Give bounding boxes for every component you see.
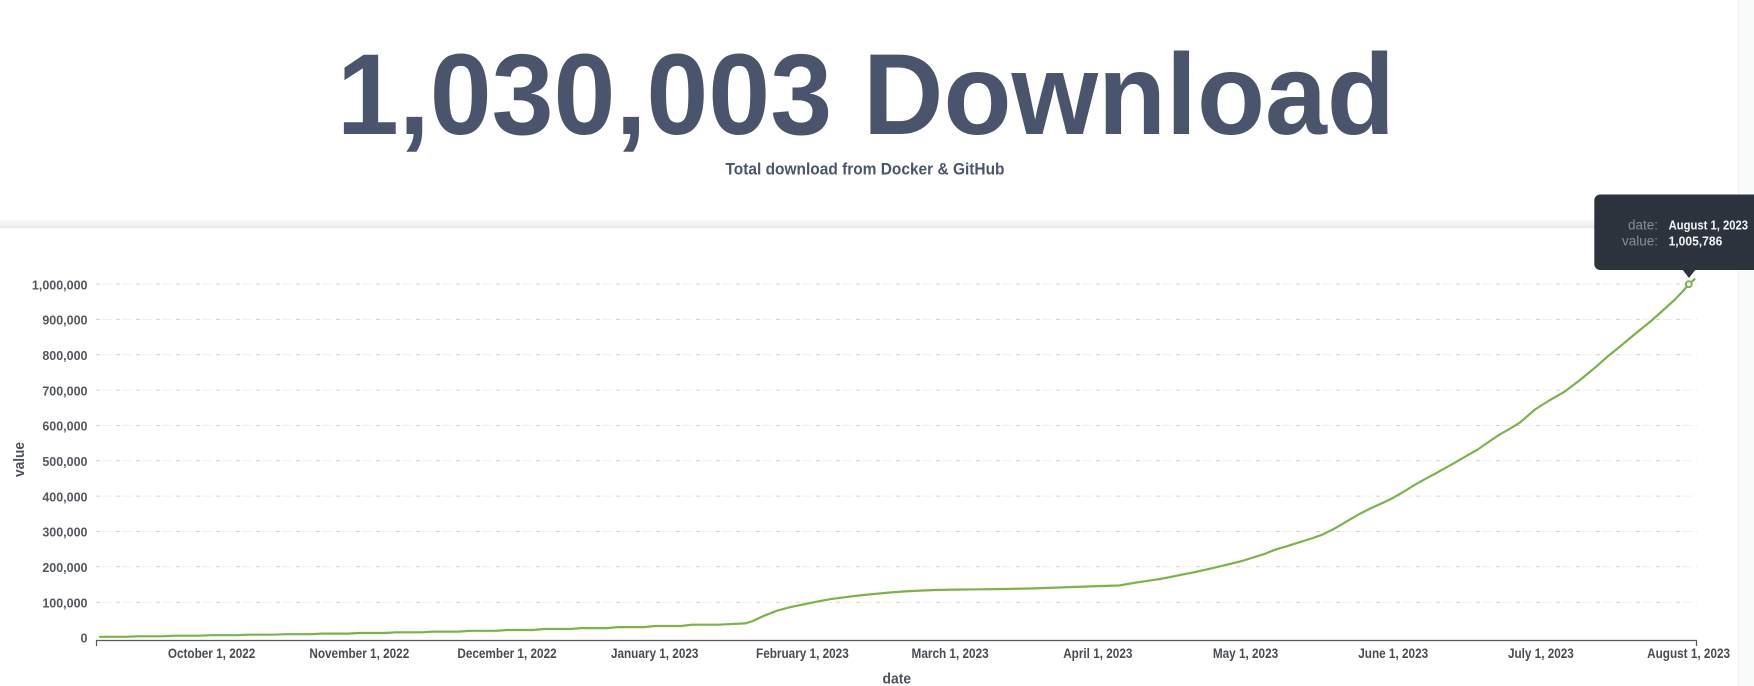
svg-text:800,000: 800,000 [42, 349, 87, 363]
svg-text:value: value [11, 442, 28, 477]
svg-text:November 1, 2022: November 1, 2022 [309, 646, 409, 662]
svg-text:1,005,786: 1,005,786 [1669, 233, 1723, 248]
svg-text:February 1, 2023: February 1, 2023 [756, 646, 849, 662]
svg-text:Total download from Docker & G: Total download from Docker & GitHub [726, 159, 1005, 178]
svg-text:June 1, 2023: June 1, 2023 [1358, 646, 1428, 662]
svg-text:value:: value: [1622, 233, 1658, 248]
svg-text:900,000: 900,000 [42, 314, 87, 328]
svg-text:date:: date: [1628, 218, 1658, 233]
svg-text:1,000,000: 1,000,000 [32, 278, 88, 292]
svg-text:600,000: 600,000 [42, 420, 87, 434]
svg-text:May 1, 2023: May 1, 2023 [1213, 646, 1278, 662]
svg-text:April 1, 2023: April 1, 2023 [1063, 646, 1132, 662]
svg-text:500,000: 500,000 [42, 455, 87, 469]
svg-text:August 1, 2023: August 1, 2023 [1669, 218, 1748, 233]
svg-text:100,000: 100,000 [42, 596, 87, 610]
svg-text:October 1, 2022: October 1, 2022 [168, 646, 256, 662]
svg-text:December 1, 2022: December 1, 2022 [457, 646, 556, 662]
svg-text:March 1, 2023: March 1, 2023 [912, 646, 989, 662]
svg-text:200,000: 200,000 [42, 561, 87, 575]
svg-text:July 1, 2023: July 1, 2023 [1508, 646, 1574, 662]
svg-text:0: 0 [81, 632, 88, 646]
svg-text:400,000: 400,000 [42, 490, 87, 504]
svg-text:date: date [883, 670, 912, 686]
svg-text:January 1, 2023: January 1, 2023 [611, 646, 699, 662]
svg-text:700,000: 700,000 [42, 384, 87, 398]
svg-text:August 1, 2023: August 1, 2023 [1647, 646, 1730, 662]
svg-text:1,030,003 Download: 1,030,003 Download [337, 31, 1395, 159]
svg-text:300,000: 300,000 [42, 526, 87, 540]
